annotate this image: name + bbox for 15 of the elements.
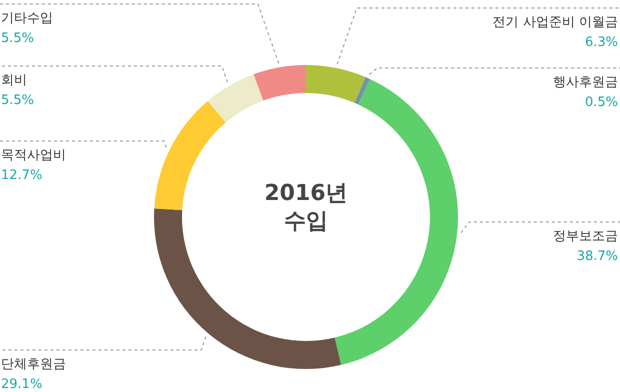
- slice-label: 정부보조금: [553, 229, 618, 244]
- data-label: 5.5%: [1, 93, 34, 108]
- slice-label: 목적사업비: [1, 148, 66, 163]
- data-label: 12.7%: [1, 168, 42, 183]
- data-label: 0.5%: [584, 95, 618, 110]
- data-label: 6.3%: [584, 35, 618, 50]
- data-label: 5.5%: [1, 31, 34, 46]
- data-label: 29.1%: [1, 377, 42, 392]
- slice-label: 전기 사업준비 이월금: [492, 15, 618, 30]
- slice-label: 기타수입: [1, 11, 53, 26]
- slice-label: 회비: [1, 73, 27, 88]
- slice-label: 단체후원금: [1, 357, 66, 372]
- slice-label: 행사후원금: [553, 75, 618, 90]
- data-label: 38.7%: [576, 249, 618, 264]
- text: 2016년 수입: [264, 181, 348, 234]
